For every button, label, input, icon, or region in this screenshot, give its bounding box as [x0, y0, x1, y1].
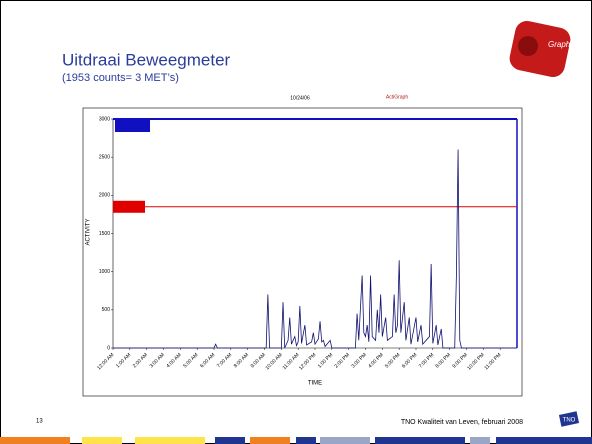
threshold-marker	[113, 201, 145, 213]
slide-subtitle: (1953 counts= 3 MET’s)	[62, 72, 179, 84]
bottom-stripes	[0, 437, 592, 444]
chart-date: 10/24/06	[290, 95, 310, 101]
slide-title: Uitdraai Beweegmeter	[62, 50, 231, 69]
footer: TNO Kwaliteit van Leven, februari 2008	[401, 419, 523, 426]
y-tick-label: 1000	[99, 269, 110, 275]
y-tick-label: 2000	[99, 193, 110, 199]
svg-text:TNO: TNO	[563, 418, 576, 424]
y-tick-label: 3000	[99, 116, 110, 122]
y-axis-label: ACTIVITY	[86, 218, 92, 245]
y-tick-label: 0	[107, 345, 110, 351]
slide: Uitdraai Beweegmeter (1953 counts= 3 MET…	[0, 0, 592, 444]
brand: ActiGraph	[386, 94, 408, 100]
svg-text:Graph: Graph	[548, 40, 571, 49]
chart-frame	[83, 108, 522, 396]
y-tick-label: 1500	[99, 231, 110, 237]
x-axis-label: TIME	[308, 381, 322, 387]
y-tick-label: 2500	[99, 154, 110, 160]
y-tick-label: 500	[102, 307, 111, 313]
top-marker	[115, 119, 150, 132]
page-number: 13	[36, 419, 43, 425]
